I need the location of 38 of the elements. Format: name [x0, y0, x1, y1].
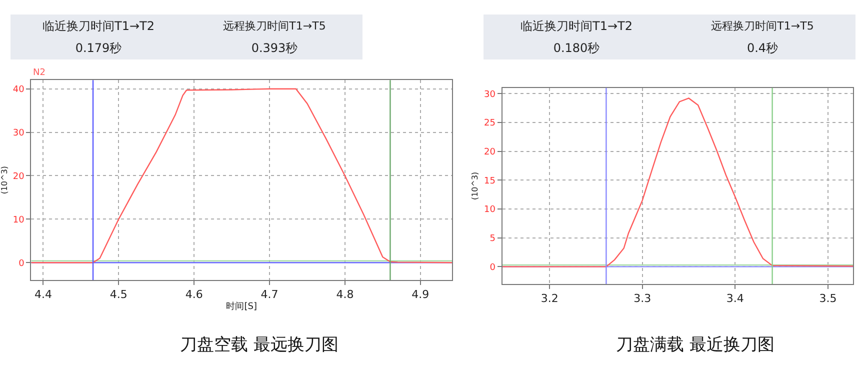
y-tick-label: 20	[484, 147, 496, 158]
y-tick-label: 10	[12, 215, 25, 226]
text: 刀盘空载 最远换刀图	[180, 335, 338, 355]
text: 临近换刀时间T1→T2	[520, 19, 632, 33]
x-tick-label: 4.5	[110, 288, 128, 302]
x-tick-label: 3.2	[540, 292, 558, 306]
y-tick-label: 30	[12, 128, 25, 138]
y-tick-label: 20	[12, 172, 25, 182]
x-axis-title: 时间[S]	[226, 300, 257, 312]
text: 临近换刀时间T1→T2	[42, 19, 154, 33]
x-tick-label: 4.6	[185, 288, 203, 302]
line-series	[31, 88, 452, 264]
y-tick-label: 25	[484, 118, 496, 129]
x-tick-label: 3.5	[819, 292, 837, 306]
text: 远程换刀时间T1→T5	[223, 20, 326, 32]
text: 远程换刀时间T1→T5	[711, 20, 814, 32]
x-tick-label: 4.4	[34, 288, 52, 302]
y-tick-label: 10	[484, 205, 496, 216]
y-tick-label: 0	[18, 258, 25, 269]
x-tick-label: 3.3	[634, 292, 652, 306]
line-series	[502, 98, 854, 268]
x-tick-label: 4.8	[336, 288, 354, 302]
y-tick-label: 15	[484, 176, 496, 186]
text: 0.180秒	[553, 41, 600, 55]
text: 0.4秒	[746, 41, 778, 55]
text: N2	[33, 68, 46, 78]
y-tick-label: 5	[490, 234, 496, 244]
text: 0.393秒	[251, 41, 298, 55]
text: 刀盘满载 最近换刀图	[616, 335, 774, 355]
text: 0.179秒	[75, 41, 122, 55]
y-axis-title: (10^3)	[470, 172, 480, 200]
x-tick-label: 4.7	[260, 288, 278, 302]
y-tick-label: 0	[490, 262, 496, 273]
y-tick-label: 40	[12, 84, 25, 95]
x-tick-label: 3.4	[726, 292, 744, 306]
x-tick-label: 4.9	[412, 288, 430, 302]
y-tick-label: 30	[484, 90, 496, 100]
y-axis-title: (10^3)	[0, 166, 9, 194]
